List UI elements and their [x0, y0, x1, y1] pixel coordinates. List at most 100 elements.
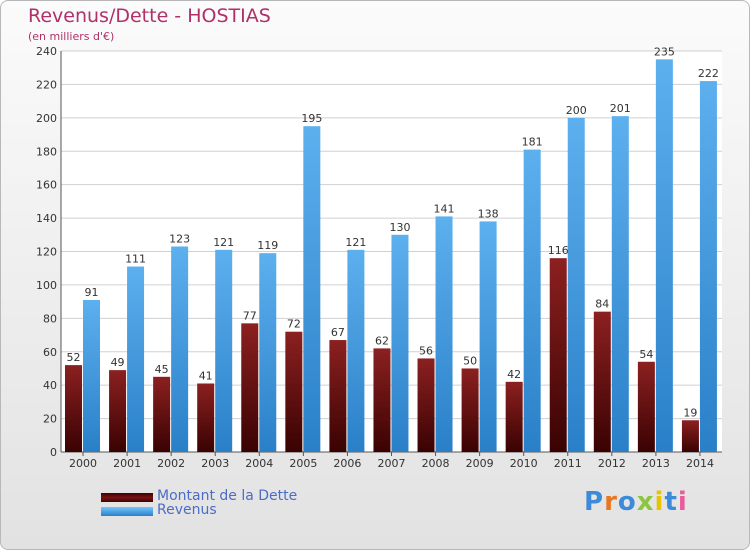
x-tick-label: 2002 — [157, 457, 185, 470]
bar-revenue — [391, 234, 409, 452]
x-tick-label: 2003 — [201, 457, 229, 470]
y-tick-label: 80 — [43, 312, 57, 325]
x-tick-label: 2011 — [554, 457, 582, 470]
x-tick-label: 2005 — [289, 457, 317, 470]
y-tick-label: 240 — [36, 45, 57, 58]
bar-debt — [65, 365, 82, 452]
bar-revenue — [215, 249, 233, 452]
y-tick-label: 160 — [36, 179, 57, 192]
x-tick-label: 2013 — [642, 457, 670, 470]
data-label-debt: 84 — [595, 298, 609, 311]
logo-letter: t — [664, 487, 678, 517]
bar-revenue — [303, 126, 321, 452]
x-tick-label: 2007 — [378, 457, 406, 470]
data-label-revenue: 119 — [257, 239, 278, 252]
data-label-revenue: 130 — [389, 221, 410, 234]
y-tick-label: 40 — [43, 379, 57, 392]
logo-letter: x — [636, 487, 655, 517]
data-label-revenue: 91 — [85, 286, 99, 299]
bar-debt — [197, 383, 215, 452]
bar-revenue — [567, 117, 585, 452]
x-tick-label: 2008 — [422, 457, 450, 470]
logo-letter: P — [584, 487, 605, 517]
y-tick-label: 180 — [36, 145, 57, 158]
bar-revenue — [523, 149, 541, 452]
data-label-debt: 54 — [639, 348, 653, 361]
bar-debt — [461, 368, 479, 452]
data-label-revenue: 222 — [698, 67, 719, 80]
x-tick-label: 2000 — [69, 457, 97, 470]
data-label-debt: 56 — [419, 344, 433, 357]
bar-revenue — [83, 299, 100, 452]
legend-swatch-revenue — [101, 507, 153, 516]
bar-debt — [153, 376, 171, 452]
data-label-revenue: 200 — [566, 104, 587, 117]
data-label-revenue: 181 — [522, 136, 543, 149]
x-tick-label: 2012 — [598, 457, 626, 470]
bar-debt — [241, 323, 259, 452]
bar-debt — [549, 258, 567, 452]
legend-swatch-debt — [101, 493, 153, 502]
x-tick-label: 2010 — [510, 457, 538, 470]
logo-letter: i — [654, 487, 665, 517]
bar-revenue — [435, 216, 453, 452]
bar-revenue — [347, 249, 365, 452]
logo-letter: i — [677, 487, 688, 517]
data-label-revenue: 111 — [125, 253, 146, 266]
proxiti-logo: Proxiti — [584, 487, 688, 517]
data-label-debt: 19 — [683, 406, 697, 419]
bar-revenue — [479, 221, 497, 452]
bar-revenue — [259, 253, 277, 452]
data-label-revenue: 121 — [345, 236, 366, 249]
y-tick-label: 60 — [43, 346, 57, 359]
data-label-revenue: 138 — [478, 207, 499, 220]
y-tick-label: 100 — [36, 279, 57, 292]
data-label-revenue: 201 — [610, 102, 631, 115]
bar-debt — [285, 331, 303, 452]
y-tick-label: 20 — [43, 413, 57, 426]
bar-revenue — [127, 266, 145, 452]
chart-title: Revenus/Dette - HOSTIAS — [28, 5, 271, 27]
data-label-debt: 62 — [375, 334, 389, 347]
data-label-revenue: 121 — [213, 236, 234, 249]
data-label-debt: 52 — [67, 351, 81, 364]
data-label-revenue: 235 — [654, 45, 675, 58]
bar-debt — [417, 358, 435, 452]
bar-revenue — [699, 81, 717, 452]
bar-revenue — [611, 116, 629, 452]
bar-debt — [373, 348, 391, 452]
x-tick-label: 2001 — [113, 457, 141, 470]
x-tick-label: 2006 — [333, 457, 361, 470]
bar-debt — [109, 370, 127, 452]
bar-revenue — [171, 246, 189, 452]
data-label-debt: 67 — [331, 326, 345, 339]
data-label-debt: 49 — [111, 356, 125, 369]
data-label-revenue: 195 — [301, 112, 322, 125]
logo-letter: o — [617, 487, 637, 517]
bar-debt — [681, 420, 699, 452]
x-tick-label: 2004 — [245, 457, 273, 470]
bar-debt — [593, 311, 611, 452]
bar-debt — [637, 361, 655, 452]
y-tick-label: 120 — [36, 246, 57, 259]
data-label-debt: 41 — [199, 369, 213, 382]
x-tick-label: 2009 — [466, 457, 494, 470]
y-tick-label: 140 — [36, 212, 57, 225]
y-tick-label: 200 — [36, 112, 57, 125]
data-label-debt: 42 — [507, 368, 521, 381]
data-label-debt: 77 — [243, 309, 257, 322]
y-tick-label: 0 — [50, 446, 57, 459]
y-tick-label: 220 — [36, 78, 57, 91]
data-label-debt: 72 — [287, 318, 301, 331]
x-tick-label: 2014 — [686, 457, 714, 470]
legend-label-revenue: Revenus — [157, 502, 217, 518]
chart-subtitle: (en milliers d'€) — [28, 30, 115, 43]
bar-debt — [329, 340, 347, 452]
logo-letter: r — [604, 487, 618, 517]
data-label-revenue: 141 — [434, 202, 455, 215]
data-label-debt: 116 — [548, 244, 569, 257]
legend-label-debt: Montant de la Dette — [157, 488, 298, 504]
bar-revenue — [655, 59, 673, 453]
